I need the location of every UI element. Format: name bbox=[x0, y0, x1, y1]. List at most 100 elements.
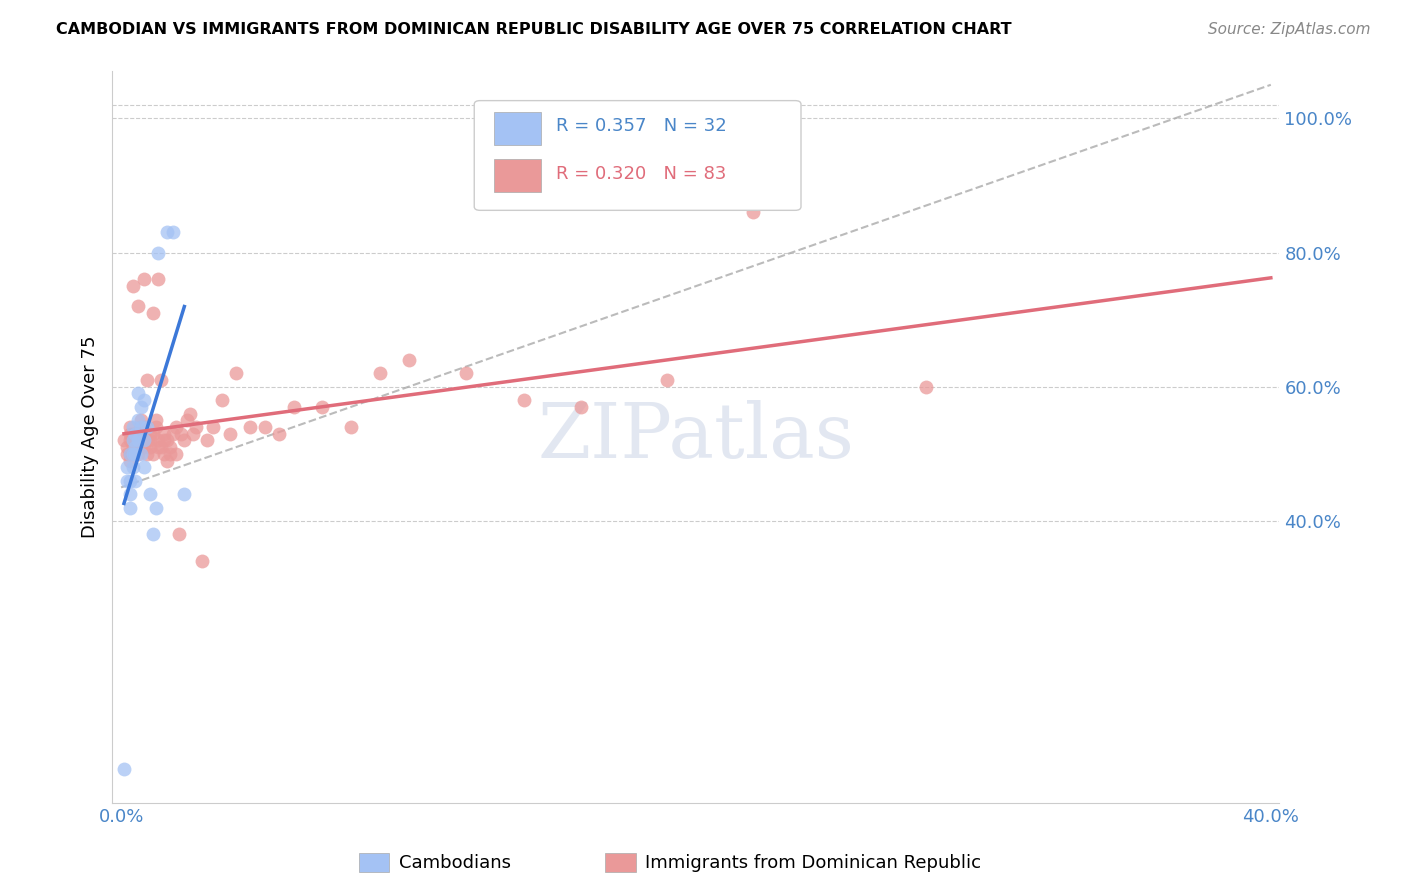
Point bbox=[129, 434, 152, 448]
Point bbox=[121, 447, 143, 461]
Point bbox=[124, 440, 146, 454]
Point bbox=[139, 434, 162, 448]
Point bbox=[112, 434, 135, 448]
Point bbox=[129, 420, 152, 434]
Text: CAMBODIAN VS IMMIGRANTS FROM DOMINICAN REPUBLIC DISABILITY AGE OVER 75 CORRELATI: CAMBODIAN VS IMMIGRANTS FROM DOMINICAN R… bbox=[56, 22, 1012, 37]
Point bbox=[118, 447, 141, 461]
Point bbox=[132, 272, 155, 286]
Point bbox=[190, 554, 212, 568]
Text: Source: ZipAtlas.com: Source: ZipAtlas.com bbox=[1208, 22, 1371, 37]
Point bbox=[124, 447, 146, 461]
Point bbox=[118, 434, 141, 448]
Point bbox=[129, 447, 152, 461]
Point bbox=[159, 440, 181, 454]
Point bbox=[170, 426, 193, 441]
Point bbox=[162, 226, 184, 240]
Point bbox=[124, 447, 146, 461]
Point bbox=[127, 413, 149, 427]
Point bbox=[159, 447, 181, 461]
Point bbox=[211, 393, 233, 408]
Point bbox=[148, 434, 170, 448]
Point bbox=[129, 413, 152, 427]
Point bbox=[150, 440, 173, 454]
Point bbox=[179, 407, 201, 421]
Point bbox=[115, 460, 138, 475]
Point bbox=[142, 447, 165, 461]
Point bbox=[121, 434, 143, 448]
Point bbox=[202, 420, 225, 434]
Point bbox=[127, 426, 149, 441]
Point bbox=[181, 426, 204, 441]
Point bbox=[184, 420, 207, 434]
Point bbox=[115, 447, 138, 461]
Point bbox=[124, 434, 146, 448]
Point bbox=[311, 400, 333, 414]
Point bbox=[132, 434, 155, 448]
Point bbox=[142, 426, 165, 441]
Point bbox=[136, 447, 159, 461]
Point bbox=[127, 434, 149, 448]
Point bbox=[153, 447, 176, 461]
Text: Immigrants from Dominican Republic: Immigrants from Dominican Republic bbox=[645, 854, 981, 871]
Point bbox=[118, 453, 141, 467]
Point bbox=[121, 434, 143, 448]
Point bbox=[145, 413, 167, 427]
Point bbox=[124, 440, 146, 454]
Point bbox=[153, 426, 176, 441]
Point bbox=[127, 434, 149, 448]
Text: ZIPatlas: ZIPatlas bbox=[537, 401, 855, 474]
Point bbox=[176, 413, 198, 427]
Point bbox=[121, 279, 143, 293]
Point bbox=[132, 460, 155, 475]
Point bbox=[139, 487, 162, 501]
Point bbox=[139, 426, 162, 441]
Point bbox=[127, 299, 149, 313]
Point bbox=[454, 367, 477, 381]
Point bbox=[156, 434, 179, 448]
Y-axis label: Disability Age Over 75: Disability Age Over 75 bbox=[80, 335, 98, 539]
Point bbox=[142, 306, 165, 320]
Point bbox=[132, 440, 155, 454]
Point bbox=[121, 460, 143, 475]
Point bbox=[148, 272, 170, 286]
Point bbox=[915, 380, 938, 394]
Point bbox=[118, 426, 141, 441]
Point bbox=[239, 420, 262, 434]
Point bbox=[118, 500, 141, 515]
Point bbox=[173, 487, 195, 501]
Point bbox=[569, 400, 592, 414]
Point bbox=[136, 420, 159, 434]
Point bbox=[173, 434, 195, 448]
Point bbox=[283, 400, 305, 414]
Point bbox=[121, 420, 143, 434]
Point bbox=[121, 440, 143, 454]
Point bbox=[136, 373, 159, 387]
Point bbox=[118, 447, 141, 461]
Point bbox=[167, 527, 190, 541]
Point bbox=[145, 500, 167, 515]
Point bbox=[145, 420, 167, 434]
Point bbox=[148, 245, 170, 260]
FancyBboxPatch shape bbox=[494, 159, 541, 192]
Point bbox=[124, 426, 146, 441]
FancyBboxPatch shape bbox=[494, 112, 541, 145]
Text: R = 0.357   N = 32: R = 0.357 N = 32 bbox=[555, 117, 727, 136]
Point bbox=[148, 440, 170, 454]
Point bbox=[129, 420, 152, 434]
Point bbox=[512, 393, 534, 408]
Point bbox=[136, 434, 159, 448]
Point bbox=[124, 426, 146, 441]
Point bbox=[115, 474, 138, 488]
Point bbox=[127, 386, 149, 401]
Point bbox=[253, 420, 276, 434]
Point bbox=[742, 205, 765, 219]
Point bbox=[162, 426, 184, 441]
Point bbox=[657, 373, 679, 387]
Point bbox=[156, 453, 179, 467]
Point bbox=[150, 373, 173, 387]
Point bbox=[219, 426, 242, 441]
Point bbox=[121, 426, 143, 441]
Text: Cambodians: Cambodians bbox=[399, 854, 512, 871]
Point bbox=[195, 434, 218, 448]
Point bbox=[368, 367, 391, 381]
